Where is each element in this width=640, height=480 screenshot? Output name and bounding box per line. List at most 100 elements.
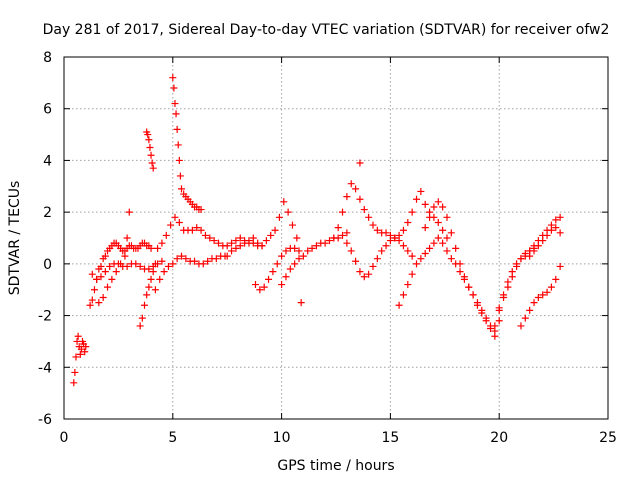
data-point-marker — [517, 255, 525, 263]
data-point-marker — [70, 379, 78, 387]
data-point-marker — [325, 237, 333, 245]
data-point-marker — [482, 317, 490, 325]
data-point-marker — [162, 231, 170, 239]
data-point-marker — [123, 262, 131, 270]
data-point-marker — [175, 218, 183, 226]
data-point-marker — [443, 213, 451, 221]
data-point-marker — [223, 242, 231, 250]
data-point-marker — [530, 299, 538, 307]
data-point-marker — [556, 213, 564, 221]
series-satellite-arc-n — [330, 180, 451, 242]
data-point-marker — [245, 237, 253, 245]
data-point-marker — [104, 283, 112, 291]
data-point-marker — [160, 268, 168, 276]
data-point-marker — [373, 226, 381, 234]
x-tick-label: 10 — [273, 430, 291, 446]
data-point-marker — [282, 273, 290, 281]
data-point-marker — [76, 350, 84, 358]
data-point-marker — [439, 203, 447, 211]
data-point-marker — [97, 262, 105, 270]
data-point-marker — [382, 229, 390, 237]
y-tick-label: 8 — [43, 50, 52, 66]
data-point-marker — [413, 195, 421, 203]
data-point-marker — [447, 255, 455, 263]
data-point-marker — [170, 84, 178, 92]
data-point-marker — [288, 221, 296, 229]
data-point-marker — [526, 306, 534, 314]
data-point-marker — [456, 268, 464, 276]
data-point-marker — [404, 218, 412, 226]
series-satellite-arc-g — [169, 74, 205, 214]
data-point-marker — [552, 216, 560, 224]
data-point-marker — [430, 239, 438, 247]
data-point-marker — [439, 239, 447, 247]
axes: 0 5 10 15 20 25 -6 -4 -2 0 2 4 6 8 — [38, 50, 617, 446]
data-point-marker — [452, 244, 460, 252]
data-point-marker — [360, 206, 368, 214]
data-point-marker — [88, 296, 96, 304]
plot-frame — [63, 56, 609, 420]
y-axis-label: SDTVAR / TECUs — [7, 181, 23, 296]
data-point-marker — [460, 273, 468, 281]
data-point-marker — [147, 275, 155, 283]
data-point-marker — [299, 252, 307, 260]
data-point-marker — [426, 244, 434, 252]
data-point-marker — [169, 260, 177, 268]
data-point-marker — [95, 299, 103, 307]
data-point-marker — [273, 260, 281, 268]
data-point-marker — [101, 252, 109, 260]
data-point-marker — [136, 322, 144, 330]
series-satellite-arc-v — [526, 224, 564, 260]
x-tick-label: 25 — [599, 430, 617, 446]
x-tick-label: 5 — [168, 430, 177, 446]
data-point-marker — [210, 237, 218, 245]
data-point-marker — [232, 237, 240, 245]
data-point-marker — [360, 273, 368, 281]
y-tick-label: 6 — [43, 102, 52, 118]
data-point-marker — [149, 164, 157, 172]
data-point-marker — [145, 283, 153, 291]
data-point-marker — [447, 229, 455, 237]
data-point-marker — [138, 314, 146, 322]
data-point-marker — [347, 247, 355, 255]
data-point-marker — [284, 208, 292, 216]
data-point-marker — [206, 234, 214, 242]
data-point-marker — [148, 159, 156, 167]
data-point-marker — [417, 187, 425, 195]
data-point-marker — [543, 288, 551, 296]
data-point-marker — [145, 136, 153, 144]
data-point-marker — [106, 262, 114, 270]
data-point-marker — [413, 260, 421, 268]
data-point-marker — [343, 193, 351, 201]
data-point-marker — [267, 231, 275, 239]
data-point-marker — [443, 247, 451, 255]
data-point-marker — [478, 309, 486, 317]
data-point-marker — [214, 239, 222, 247]
data-point-marker — [82, 343, 90, 351]
y-tick-label: -6 — [38, 412, 52, 428]
data-point-marker — [174, 141, 182, 149]
data-point-marker — [90, 286, 98, 294]
data-point-marker — [232, 244, 240, 252]
data-point-marker — [149, 268, 157, 276]
data-point-marker — [312, 242, 320, 250]
data-point-marker — [417, 255, 425, 263]
data-point-marker — [295, 255, 303, 263]
data-point-marker — [141, 301, 149, 309]
data-point-marker — [486, 325, 494, 332]
data-point-marker — [399, 291, 407, 299]
data-point-marker — [421, 224, 429, 232]
data-point-marker — [88, 270, 96, 278]
data-point-marker — [147, 244, 155, 252]
series-satellite-arc-p — [356, 159, 364, 167]
data-point-marker — [404, 281, 412, 289]
data-point-marker — [175, 156, 183, 164]
data-point-marker — [182, 255, 190, 263]
data-point-marker — [556, 229, 564, 237]
data-point-marker — [547, 283, 555, 291]
data-point-marker — [223, 252, 231, 260]
data-point-marker — [191, 257, 199, 265]
data-point-marker — [534, 293, 542, 301]
